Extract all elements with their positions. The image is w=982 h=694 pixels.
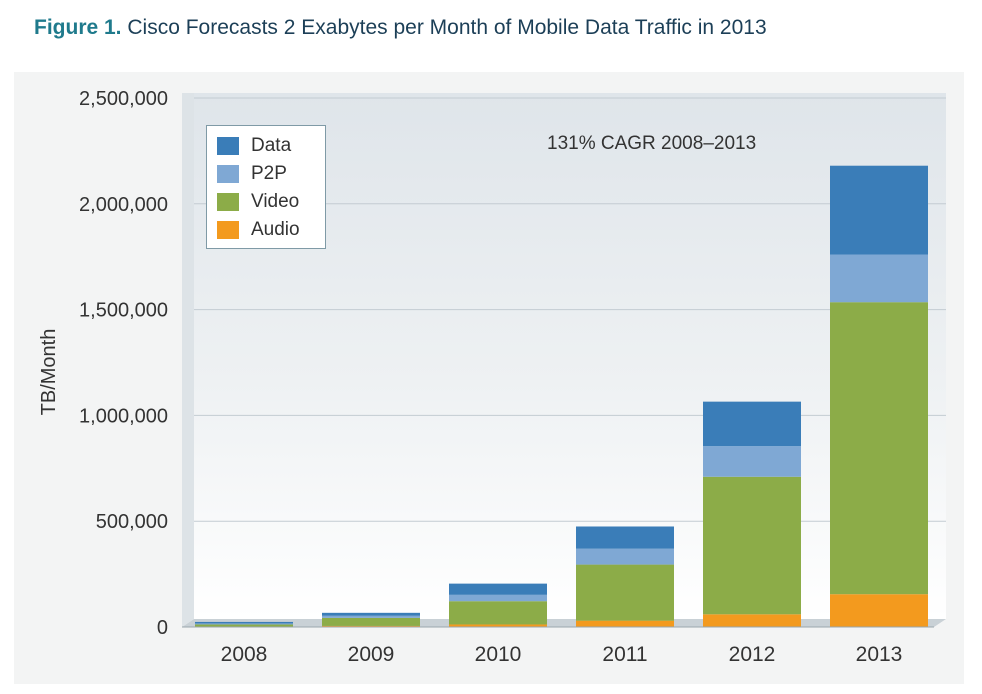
- legend-label-data: Data: [251, 135, 292, 156]
- figure-title: Figure 1. Cisco Forecasts 2 Exabytes per…: [34, 16, 767, 40]
- bar-segment-p2p: [576, 548, 674, 565]
- bar-segment-data: [830, 165, 928, 255]
- y-tick-label: 500,000: [96, 511, 168, 533]
- bar-segment-p2p: [322, 615, 420, 618]
- legend-swatch-audio: [217, 221, 239, 239]
- y-tick-labels: 0 500,000 1,000,000 1,500,000 2,000,000 2,500…: [79, 88, 168, 639]
- legend-swatch-data: [217, 137, 239, 155]
- bar-segment-data: [449, 583, 547, 595]
- bar-segment-video: [703, 476, 801, 615]
- legend-item-video: Video: [217, 188, 325, 216]
- x-tick-label: 2009: [348, 643, 395, 666]
- bar-segment-audio: [576, 620, 674, 627]
- bar-segment-p2p: [195, 623, 293, 625]
- cagr-annotation: 131% CAGR 2008–2013: [547, 133, 757, 154]
- legend-swatch-video: [217, 193, 239, 211]
- legend-swatch-p2p: [217, 165, 239, 183]
- x-tick-label: 2012: [729, 643, 776, 666]
- y-axis-label: TB/Month: [38, 329, 60, 416]
- bar-segment-p2p: [830, 254, 928, 303]
- bar-segment-video: [576, 564, 674, 621]
- x-tick-label: 2013: [856, 643, 903, 666]
- bar-segment-data: [322, 612, 420, 616]
- x-tick-label: 2010: [475, 643, 522, 666]
- x-tick-label: 2011: [602, 643, 647, 666]
- figure-number: Figure 1.: [34, 16, 122, 39]
- legend-label-video: Video: [251, 191, 300, 212]
- legend-item-audio: Audio: [217, 216, 325, 244]
- bar-segment-data: [576, 526, 674, 549]
- bar-segment-video: [195, 624, 293, 627]
- x-tick-label: 2008: [221, 643, 268, 666]
- x-tick-labels: 2008 2009 2010 2011 2012 2013: [221, 643, 903, 666]
- legend-item-p2p: P2P: [217, 160, 325, 188]
- bar-segment-data: [703, 401, 801, 447]
- bar-segment-data: [195, 621, 293, 624]
- bar-segment-p2p: [449, 594, 547, 602]
- y-tick-label: 1,500,000: [79, 300, 168, 322]
- bar-segment-p2p: [703, 446, 801, 477]
- bar-segment-audio: [449, 624, 547, 627]
- bar-segment-audio: [322, 625, 420, 627]
- bar-segment-video: [449, 601, 547, 625]
- plot-side-wall: [182, 93, 194, 627]
- gridlines: [194, 97, 946, 522]
- bar-segment-video: [322, 617, 420, 626]
- legend-label-p2p: P2P: [251, 163, 287, 184]
- y-tick-label: 2,500,000: [79, 88, 168, 110]
- y-tick-label: 2,000,000: [79, 194, 168, 216]
- y-tick-label: 1,000,000: [79, 405, 168, 427]
- figure-title-text: Cisco Forecasts 2 Exabytes per Month of …: [127, 16, 767, 39]
- bars: [195, 165, 928, 628]
- bar-segment-audio: [703, 614, 801, 627]
- legend-item-data: Data: [217, 132, 325, 160]
- y-tick-label: 0: [157, 617, 168, 639]
- bar-segment-audio: [830, 594, 928, 627]
- legend: Data P2P Video Audio: [206, 125, 326, 249]
- bar-segment-video: [830, 302, 928, 595]
- legend-label-audio: Audio: [251, 219, 300, 240]
